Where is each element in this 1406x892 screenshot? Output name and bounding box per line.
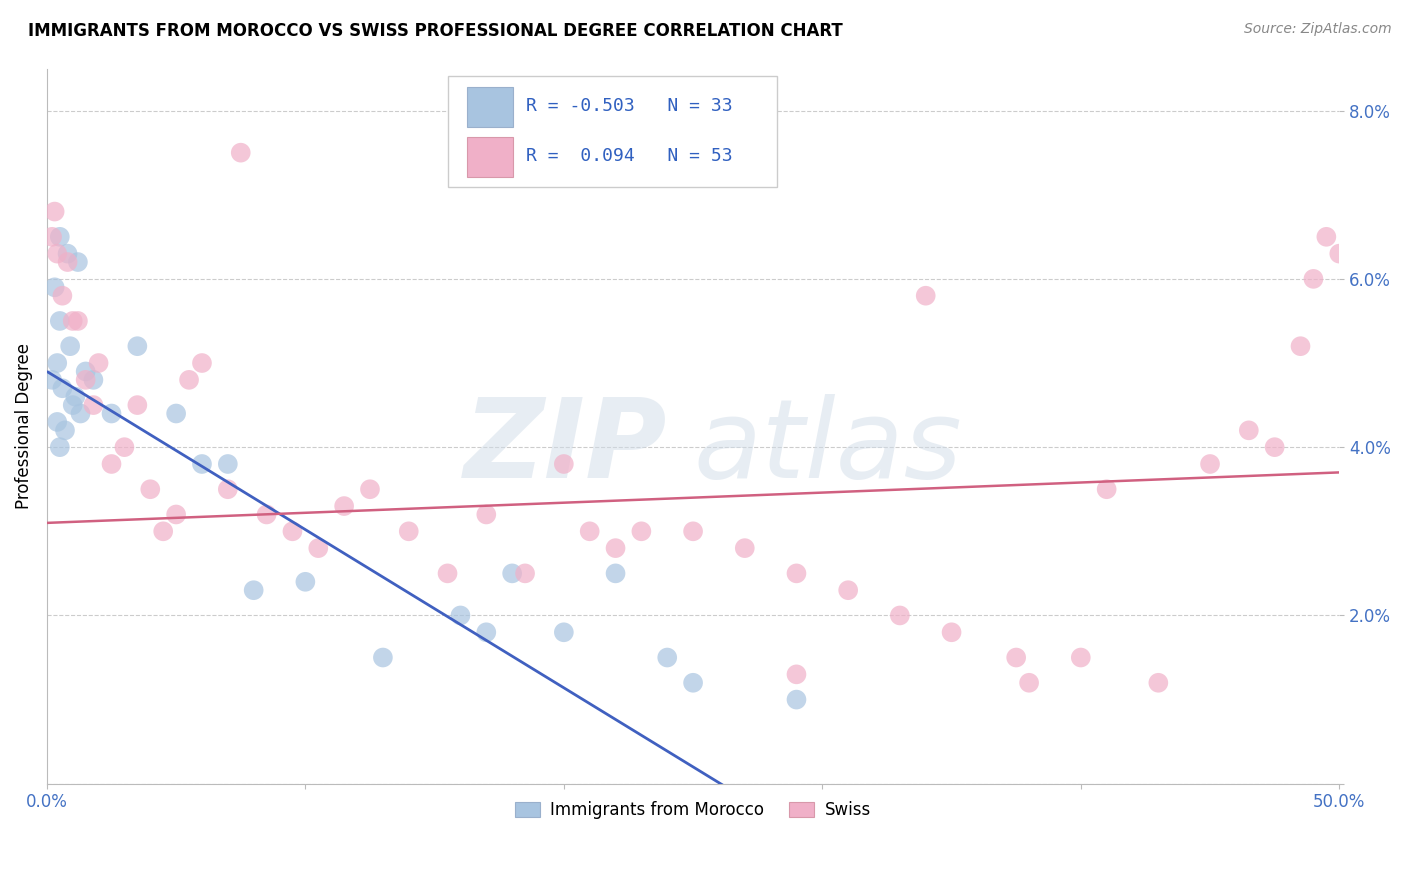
Point [294,574,316,589]
Point [165,508,187,522]
Text: ZIP: ZIP [464,394,668,501]
FancyBboxPatch shape [467,87,513,128]
Point [657,650,679,665]
Point [139,482,162,496]
Point [62,398,84,412]
Point [333,499,356,513]
Point [127,398,149,412]
Point [436,566,458,581]
Point [44,280,66,294]
Point [229,145,252,160]
Point [785,692,807,706]
Point [630,524,652,539]
Point [41,373,63,387]
Point [475,508,498,522]
Point [152,524,174,539]
Point [59,339,82,353]
Point [605,541,627,556]
Point [307,541,329,556]
Point [87,356,110,370]
Point [281,524,304,539]
Point [1095,482,1118,496]
Point [191,356,214,370]
Point [371,650,394,665]
Point [62,314,84,328]
Point [785,667,807,681]
Point [1302,272,1324,286]
Point [177,373,200,387]
Text: atlas: atlas [693,394,962,501]
Point [41,229,63,244]
Point [82,373,104,387]
Point [1237,423,1260,437]
Point [1018,675,1040,690]
Point [359,482,381,496]
Point [82,398,104,412]
Point [127,339,149,353]
Point [513,566,536,581]
Point [1315,229,1337,244]
Point [46,246,69,260]
FancyBboxPatch shape [467,137,513,178]
Point [682,675,704,690]
Text: R =  0.094   N = 53: R = 0.094 N = 53 [526,147,733,166]
Point [1199,457,1222,471]
Point [44,204,66,219]
Point [56,246,79,260]
Point [66,314,89,328]
Point [165,407,187,421]
Point [1147,675,1170,690]
Point [785,566,807,581]
Point [191,457,214,471]
Point [49,440,72,454]
Point [49,314,72,328]
Point [114,440,136,454]
Point [49,229,72,244]
Point [1289,339,1312,353]
Point [51,289,73,303]
Point [46,415,69,429]
Point [837,583,859,598]
Text: R = -0.503   N = 33: R = -0.503 N = 33 [526,97,733,115]
Point [75,373,97,387]
Point [914,289,936,303]
Point [75,364,97,378]
Point [46,356,69,370]
Point [217,457,239,471]
Point [242,583,264,598]
Point [51,381,73,395]
Point [941,625,963,640]
Point [217,482,239,496]
Point [100,457,122,471]
Point [69,407,91,421]
Point [475,625,498,640]
Point [56,255,79,269]
Point [1070,650,1092,665]
Point [398,524,420,539]
Point [449,608,471,623]
Legend: Immigrants from Morocco, Swiss: Immigrants from Morocco, Swiss [509,794,877,825]
Point [100,407,122,421]
FancyBboxPatch shape [447,76,778,186]
Point [65,390,87,404]
Point [1264,440,1286,454]
Text: IMMIGRANTS FROM MOROCCO VS SWISS PROFESSIONAL DEGREE CORRELATION CHART: IMMIGRANTS FROM MOROCCO VS SWISS PROFESS… [28,22,842,40]
Point [889,608,911,623]
Point [1005,650,1028,665]
Point [1329,246,1351,260]
Point [66,255,89,269]
Point [605,566,627,581]
Point [501,566,523,581]
Point [553,625,575,640]
Point [734,541,756,556]
Point [682,524,704,539]
Point [256,508,278,522]
Point [553,457,575,471]
Y-axis label: Professional Degree: Professional Degree [15,343,32,509]
Point [578,524,600,539]
Text: Source: ZipAtlas.com: Source: ZipAtlas.com [1244,22,1392,37]
Point [53,423,76,437]
